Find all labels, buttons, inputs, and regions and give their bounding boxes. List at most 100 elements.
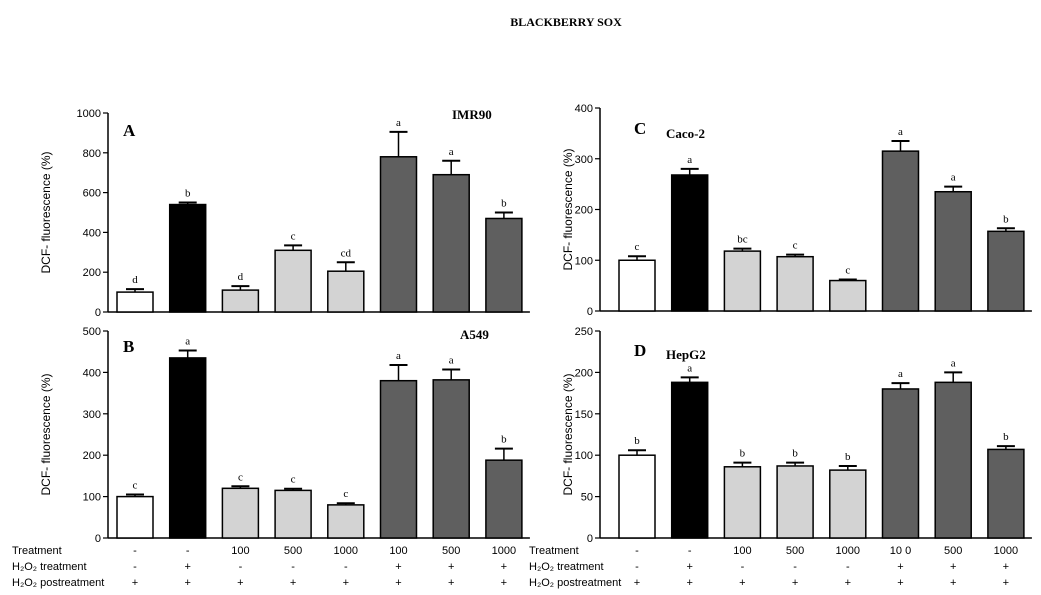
condition-value: 100 <box>231 545 249 557</box>
condition-value: + <box>686 577 692 589</box>
condition-value: 500 <box>786 545 804 557</box>
condition-value: - <box>635 561 639 573</box>
bar <box>723 466 762 539</box>
significance-letter: c <box>133 480 138 492</box>
bar <box>987 448 1025 539</box>
condition-value: 500 <box>284 545 302 557</box>
condition-row-label: H₂O₂ postreatment <box>12 577 104 589</box>
y-tick-label: 100 <box>575 450 593 462</box>
condition-value: - <box>186 545 190 557</box>
y-tick-label: 300 <box>575 154 593 166</box>
panel-b: 0 100 200 300 400 500 DCF- fluorescence (%) B A5… <box>39 326 530 545</box>
condition-value: 500 <box>944 545 962 557</box>
condition-row-label: Treatment <box>12 545 62 557</box>
significance-letter: b <box>185 188 191 200</box>
panel-letter: C <box>634 119 646 138</box>
condition-value: + <box>792 577 798 589</box>
significance-letter: b <box>792 448 798 460</box>
bar <box>934 190 972 312</box>
significance-letter: b <box>845 451 851 463</box>
condition-table-right: Treatment H₂O₂ treatment H₂O₂ postreatment… <box>529 545 1018 589</box>
bar <box>881 150 920 312</box>
bar <box>379 156 418 313</box>
y-tick-label: 200 <box>83 267 101 279</box>
bar <box>274 489 312 539</box>
condition-row-label: H₂O₂ treatment <box>12 561 87 573</box>
condition-value: + <box>501 561 507 573</box>
significance-letter: a <box>449 146 454 158</box>
condition-value: 1000 <box>334 545 358 557</box>
significance-letter: a <box>185 335 190 347</box>
bar <box>221 289 260 313</box>
significance-letter: b <box>501 198 507 210</box>
panel-d: 0 50 100 150 200 250 DCF- fluorescence (%) D Hep… <box>561 326 1032 545</box>
significance-letter: c <box>635 241 640 253</box>
bar <box>327 504 365 539</box>
y-tick-label: 500 <box>83 326 101 338</box>
bar <box>432 379 470 539</box>
y-tick-label: 50 <box>581 492 593 504</box>
condition-value: + <box>845 577 851 589</box>
y-tick-label: 0 <box>587 533 593 545</box>
significance-letter: a <box>396 117 401 129</box>
y-tick-label: 800 <box>83 148 101 160</box>
condition-value: + <box>290 577 296 589</box>
significance-letter: a <box>396 350 401 362</box>
condition-value: + <box>184 561 190 573</box>
condition-value: - <box>846 561 850 573</box>
cell-line-label: IMR90 <box>452 107 492 122</box>
bar <box>670 381 709 539</box>
condition-value: - <box>688 545 692 557</box>
cell-line-label: A549 <box>460 327 489 342</box>
panel-letter: B <box>123 337 134 356</box>
y-tick-label: 1000 <box>77 108 101 120</box>
bar <box>829 469 867 539</box>
condition-value: + <box>184 577 190 589</box>
condition-value: 100 <box>733 545 751 557</box>
bar <box>987 230 1025 312</box>
condition-value: + <box>448 577 454 589</box>
condition-value: + <box>1003 561 1009 573</box>
bar <box>116 291 154 313</box>
significance-letter: b <box>501 434 507 446</box>
y-tick-label: 250 <box>575 326 593 338</box>
y-tick-label: 0 <box>95 307 101 319</box>
condition-value: - <box>635 545 639 557</box>
bar <box>221 487 260 539</box>
cell-line-label: HepG2 <box>666 347 706 362</box>
condition-value: 100 <box>389 545 407 557</box>
bar <box>485 217 523 313</box>
condition-value: + <box>1003 577 1009 589</box>
condition-value: + <box>395 577 401 589</box>
significance-letter: cd <box>341 247 352 259</box>
condition-value: + <box>686 561 692 573</box>
condition-value: + <box>897 561 903 573</box>
condition-value: - <box>793 561 797 573</box>
condition-value: + <box>634 577 640 589</box>
significance-letter: a <box>687 362 692 374</box>
condition-value: + <box>448 561 454 573</box>
bar <box>168 203 207 313</box>
y-tick-label: 150 <box>575 409 593 421</box>
condition-table-left: Treatment H₂O₂ treatment H₂O₂ postreatment… <box>12 545 516 589</box>
significance-letter: b <box>634 435 640 447</box>
condition-row-label: Treatment <box>529 545 579 557</box>
bar <box>379 379 418 539</box>
bar <box>776 255 814 312</box>
condition-value: + <box>237 577 243 589</box>
bar <box>485 459 523 539</box>
y-tick-label: 400 <box>83 367 101 379</box>
condition-value: - <box>239 561 243 573</box>
y-tick-label: 400 <box>575 103 593 115</box>
bar <box>618 259 656 312</box>
panel-c: 0 100 200 300 400 DCF- fluorescence (%) C Caco-… <box>561 103 1032 318</box>
y-tick-label: 200 <box>575 367 593 379</box>
panel-a: 0 200 400 600 800 1000 DCF- fluorescence (%) A I… <box>39 107 530 319</box>
significance-letter: a <box>951 172 956 184</box>
y-axis-label: DCF- fluorescence (%) <box>561 148 575 270</box>
bar <box>776 465 814 539</box>
y-tick-label: 0 <box>95 533 101 545</box>
condition-value: - <box>344 561 348 573</box>
bar <box>116 495 154 539</box>
y-tick-label: 100 <box>83 492 101 504</box>
